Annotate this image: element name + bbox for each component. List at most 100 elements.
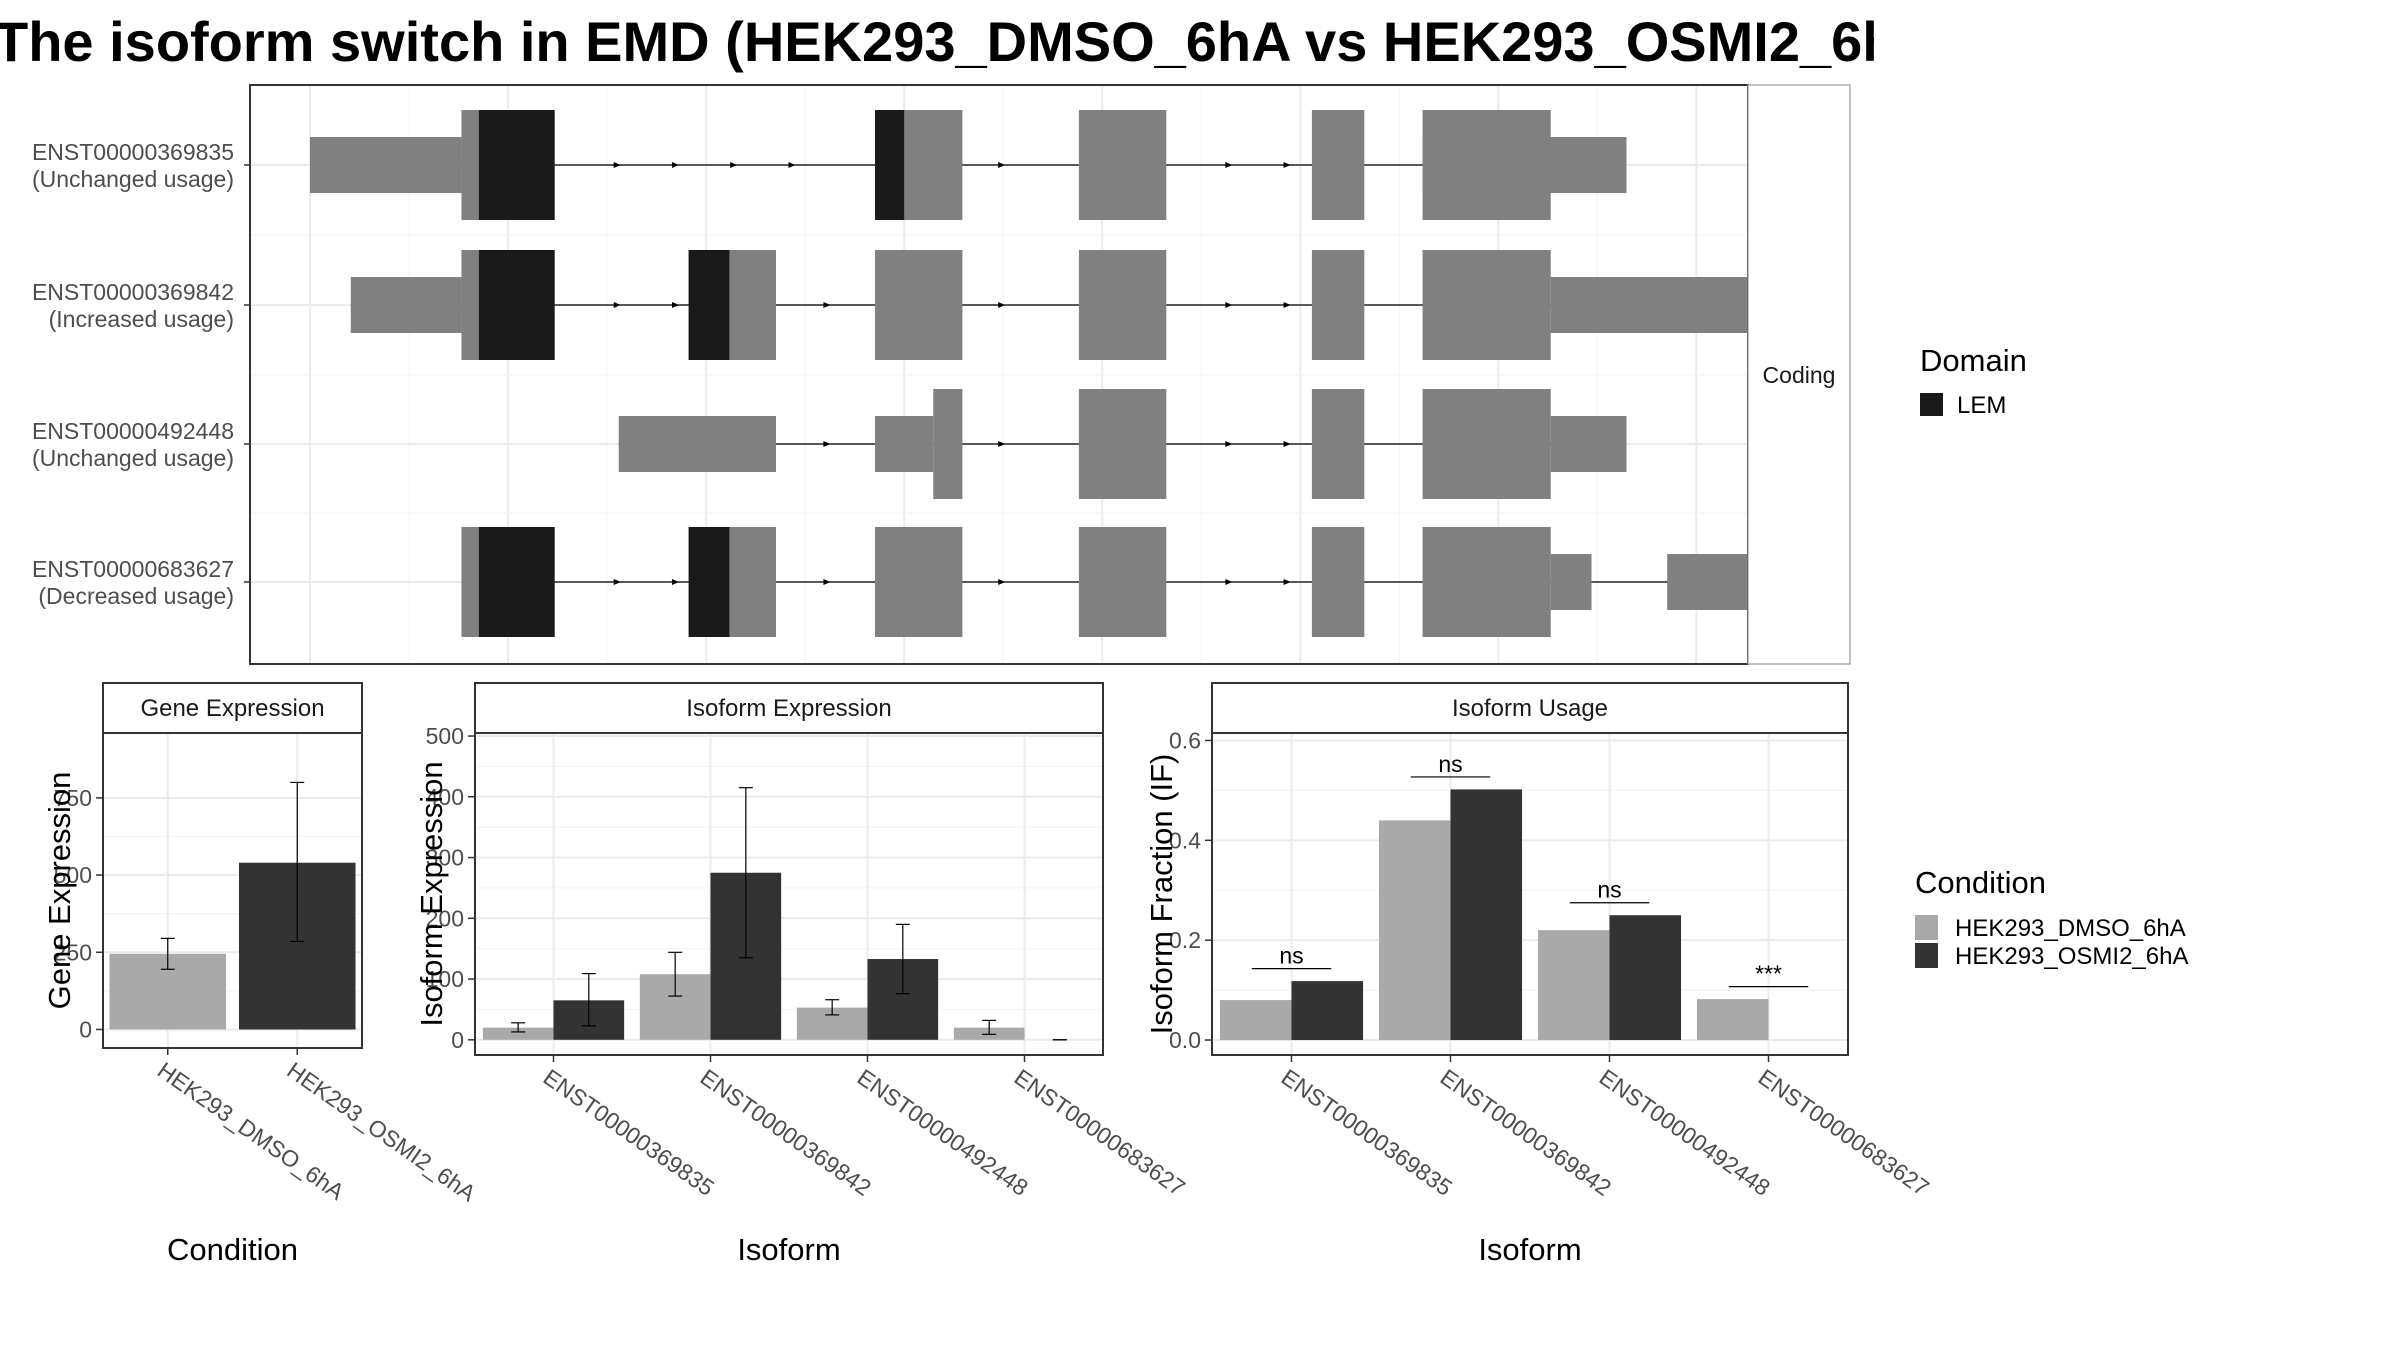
direction-arrow xyxy=(1283,441,1291,447)
significance-label: ns xyxy=(1279,943,1303,969)
lem-domain xyxy=(478,250,555,360)
coding-exon xyxy=(1422,389,1551,499)
x-tick-label: ENST00000492448 xyxy=(853,1064,1033,1201)
legend-swatch xyxy=(1915,943,1938,968)
transcript-ENST00000492448 xyxy=(618,389,1627,499)
coding-exon xyxy=(875,527,963,637)
legend-label: LEM xyxy=(1957,392,2006,419)
isoform-expression-panel: ENST00000369835ENST00000369842ENST000004… xyxy=(414,682,1190,1267)
coding-exon xyxy=(1311,389,1365,499)
bar xyxy=(482,1027,554,1040)
y-tick-label: 300 xyxy=(426,845,464,871)
panel-title: Gene Expression xyxy=(140,695,324,722)
direction-arrow xyxy=(998,162,1006,168)
coding-exon xyxy=(1422,110,1551,220)
panel-strip xyxy=(1211,682,1849,734)
bar xyxy=(1450,789,1523,1041)
facet-strip-label: Coding xyxy=(1763,362,1836,388)
direction-arrow xyxy=(613,579,621,585)
y-tick-label: 400 xyxy=(426,784,464,810)
significance-label: ns xyxy=(1438,751,1462,777)
significance-label: ns xyxy=(1597,877,1621,903)
transcript-id-label: ENST00000492448 xyxy=(32,418,234,444)
direction-arrow xyxy=(823,579,831,585)
panel-strip xyxy=(474,682,1104,734)
transcript-ENST00000369835 xyxy=(310,110,1627,220)
bar xyxy=(1609,915,1682,1041)
direction-arrow xyxy=(1283,162,1291,168)
direction-arrow xyxy=(671,162,679,168)
coding-exon xyxy=(1078,389,1167,499)
coding-exon xyxy=(875,250,963,360)
y-tick-label: 0 xyxy=(451,1027,464,1053)
y-tick-label: 500 xyxy=(426,723,464,749)
transcript-usage-label: (Decreased usage) xyxy=(38,583,234,609)
y-tick-label: 0.4 xyxy=(1169,827,1201,853)
coding-exon xyxy=(1311,250,1365,360)
transcript-ENST00000683627 xyxy=(461,527,1755,637)
transcript-ENST00000369842 xyxy=(350,250,1755,360)
x-axis-label: Isoform xyxy=(1478,1232,1581,1267)
lem-domain xyxy=(478,110,555,220)
transcript-usage-label: (Unchanged usage) xyxy=(32,166,234,192)
bar xyxy=(1378,820,1451,1041)
direction-arrow xyxy=(613,162,621,168)
direction-arrow xyxy=(613,302,621,308)
y-tick-label: 250 xyxy=(54,939,92,965)
lem-domain xyxy=(688,527,730,637)
y-tick-label: 750 xyxy=(54,785,92,811)
direction-arrow xyxy=(998,302,1006,308)
isoform-usage-panel: ns ENST00000369835 ns ENST00000369842 ns ENST… xyxy=(1144,682,1934,1267)
x-tick-label: ENST00000369842 xyxy=(1436,1064,1616,1201)
coding-exon xyxy=(1311,110,1365,220)
y-tick-label: 200 xyxy=(426,905,464,931)
panel-title: Isoform Usage xyxy=(1452,695,1608,722)
panel-title: Isoform Expression xyxy=(686,695,891,722)
coding-exon xyxy=(1078,250,1167,360)
coding-exon xyxy=(1078,110,1167,220)
transcript-usage-label: (Increased usage) xyxy=(49,306,234,332)
direction-arrow xyxy=(1225,162,1233,168)
x-tick-label: ENST00000683627 xyxy=(1010,1064,1190,1201)
bar xyxy=(1291,981,1364,1041)
legend-swatch xyxy=(1915,915,1938,940)
bar xyxy=(1219,1000,1292,1041)
x-tick-label: ENST00000492448 xyxy=(1595,1064,1775,1201)
y-axis-label: Gene Expression xyxy=(42,772,77,1010)
lem-domain xyxy=(875,110,905,220)
x-tick-label: ENST00000369835 xyxy=(1277,1064,1457,1201)
y-axis-label: Isoform Expression xyxy=(414,761,449,1026)
direction-arrow xyxy=(1225,302,1233,308)
coding-exon xyxy=(1422,250,1551,360)
x-axis-label: Condition xyxy=(167,1232,298,1267)
y-tick-label: 0 xyxy=(79,1016,92,1042)
panel-strip xyxy=(102,682,363,734)
legend-label: HEK293_DMSO_6hA xyxy=(1955,915,2186,942)
bar xyxy=(1537,930,1610,1041)
direction-arrow xyxy=(1225,441,1233,447)
direction-arrow xyxy=(998,441,1006,447)
x-tick-label: ENST00000369842 xyxy=(696,1064,876,1201)
y-axis-label: Isoform Fraction (IF) xyxy=(1144,754,1179,1035)
legend-title: Domain xyxy=(1920,343,2027,378)
y-tick-label: 0.6 xyxy=(1169,727,1201,753)
coding-exon xyxy=(1078,527,1167,637)
coding-exon xyxy=(1422,527,1551,637)
direction-arrow xyxy=(671,579,679,585)
utr-exon xyxy=(310,137,462,193)
y-tick-label: 100 xyxy=(426,966,464,992)
utr-exon xyxy=(350,277,462,333)
transcript-id-label: ENST00000683627 xyxy=(32,556,234,582)
figure-title: The isoform switch in EMD (HEK293_DMSO_6… xyxy=(0,10,1874,73)
facet-strip xyxy=(1747,84,1851,665)
coding-exon xyxy=(933,389,963,499)
utr-exon xyxy=(1550,277,1755,333)
direction-arrow xyxy=(998,579,1006,585)
domain-legend: Domain LEM xyxy=(1920,343,2027,419)
legend-title: Condition xyxy=(1915,865,2046,900)
direction-arrow xyxy=(730,162,738,168)
x-axis-label: Isoform xyxy=(737,1232,840,1267)
legend-swatch xyxy=(1920,393,1943,416)
